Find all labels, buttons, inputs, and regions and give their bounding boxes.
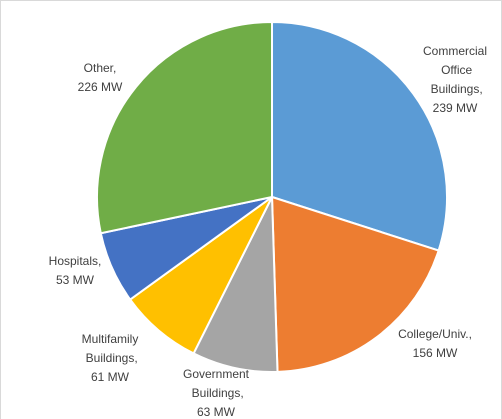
pie-slice — [96, 20, 273, 235]
value-label: 156 MW — [413, 346, 458, 360]
value-label: 239 MW — [433, 101, 478, 115]
slice-label: Multifamily Buildings, — [82, 332, 139, 365]
slice-label: Other, — [84, 61, 117, 75]
slice-label: Commercial Office Buildings, — [423, 44, 487, 96]
value-label: 226 MW — [78, 80, 123, 94]
value-label: 61 MW — [91, 370, 130, 384]
slice-label: Hospitals, — [49, 254, 102, 268]
slice-label: Government Buildings, — [183, 367, 250, 400]
pie-slice — [270, 195, 440, 373]
value-label: 53 MW — [56, 273, 95, 287]
value-label: 63 MW — [197, 405, 236, 419]
pie-slice — [271, 20, 448, 252]
slice-label: College/Univ., — [398, 327, 472, 341]
